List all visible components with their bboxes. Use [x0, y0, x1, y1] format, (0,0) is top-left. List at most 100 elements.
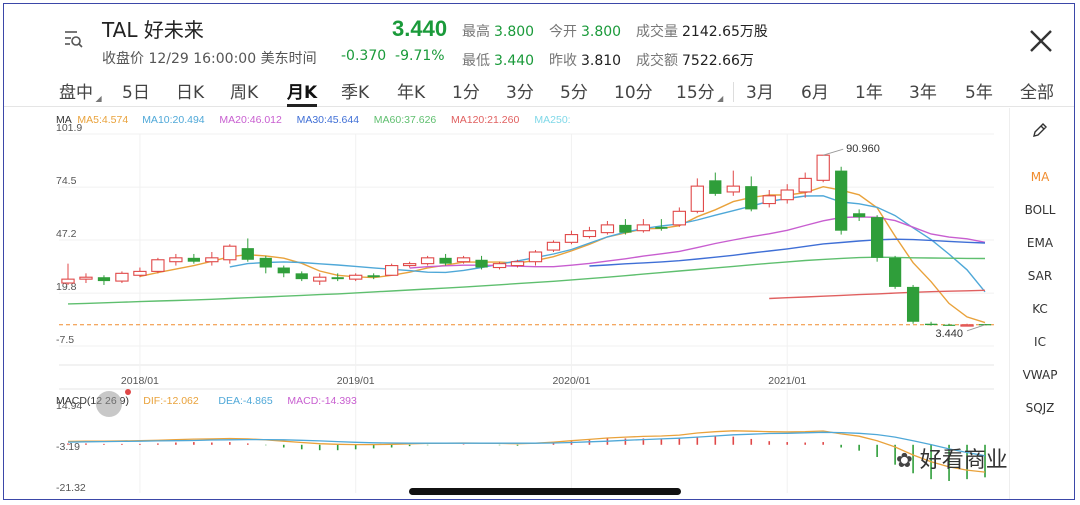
ma-legend-item: MA10:20.494: [142, 114, 205, 126]
candle-body: [619, 224, 632, 233]
candle-body: [636, 224, 651, 232]
macd-dif-line: [67, 430, 986, 473]
candle-body: [402, 263, 417, 267]
candle-body: [151, 259, 165, 272]
candle-body: [853, 213, 866, 218]
indicator-ma[interactable]: MA: [1030, 170, 1050, 184]
tab-4[interactable]: 月K: [287, 78, 318, 107]
tab-label: 3分: [506, 83, 534, 103]
candle-body: [600, 224, 615, 234]
x-tick-label: 2020/01: [552, 375, 590, 387]
candle-body: [439, 257, 452, 264]
indicator-boll[interactable]: BOLL: [1024, 203, 1056, 217]
indicator-sar[interactable]: SAR: [1027, 269, 1053, 283]
stat-label: 最低: [462, 53, 490, 69]
tab-17[interactable]: 全部: [1020, 78, 1054, 103]
candle-body: [924, 323, 938, 326]
close-time: 收盘价 12/29 16:00:00 美东时间: [102, 51, 317, 67]
candle-body: [295, 273, 308, 280]
last-price: 3.440: [392, 16, 448, 41]
dropdown-caret-icon: ◢: [93, 94, 102, 103]
indicator-vwap[interactable]: VWAP: [1022, 368, 1058, 382]
macd-dea-line: [67, 431, 986, 457]
edit-pencil-icon[interactable]: [1030, 120, 1050, 140]
candle-body: [690, 185, 704, 212]
tab-label: 1年: [855, 83, 883, 103]
ma-line-ma120: [769, 289, 986, 300]
candle-body: [384, 265, 399, 276]
candle-body: [672, 210, 687, 226]
tab-label: 6月: [801, 83, 829, 103]
close-icon[interactable]: [1026, 26, 1056, 56]
candle-body: [888, 257, 902, 287]
tab-8[interactable]: 3分: [506, 78, 534, 103]
candle-body: [475, 259, 488, 268]
tab-1[interactable]: 5日: [122, 78, 150, 103]
candle-body: [726, 185, 740, 193]
stat-label: 成交额: [636, 53, 678, 69]
tab-14[interactable]: 1年: [855, 78, 883, 103]
candle-body: [978, 324, 992, 326]
candle-body: [169, 257, 183, 263]
tab-15[interactable]: 3年: [909, 78, 937, 103]
y-tick-label: -7.5: [56, 334, 74, 346]
tab-label: 年K: [397, 83, 426, 103]
ma-legend-item: MA5:4.574: [77, 114, 128, 126]
change-percent: -9.71%: [395, 48, 445, 64]
price-change: -0.370 -9.71%: [341, 48, 445, 64]
candle-body: [115, 272, 129, 282]
tab-12[interactable]: 3月: [746, 78, 774, 103]
tab-label: 日K: [176, 83, 205, 103]
candle-body: [762, 195, 776, 205]
tab-16[interactable]: 5年: [965, 78, 993, 103]
tab-11[interactable]: 15分 ◢: [676, 78, 723, 103]
ma-line-ma30: [589, 238, 986, 267]
annotation-leader: [966, 324, 986, 332]
search-list-icon[interactable]: [62, 28, 84, 50]
candle-body: [456, 257, 471, 263]
candle-body: [798, 177, 812, 193]
tab-9[interactable]: 5分: [560, 78, 588, 103]
indicator-sqjz[interactable]: SQJZ: [1025, 401, 1055, 415]
candle-body: [745, 186, 758, 210]
watermark-text: 好看商业: [919, 448, 1008, 473]
wechat-icon: ✿: [896, 448, 913, 472]
stat-label: 昨收: [549, 53, 577, 69]
indicator-ic[interactable]: IC: [1034, 335, 1046, 349]
candle-body: [582, 230, 597, 238]
stat-value: 3.440: [494, 53, 535, 69]
tab-13[interactable]: 6月: [801, 78, 829, 103]
stat-value: 3.810: [581, 53, 622, 69]
ma-line-ma5: [139, 185, 986, 324]
tab-label: 1分: [452, 83, 480, 103]
tab-10[interactable]: 10分: [614, 78, 653, 103]
y-tick-label: 47.2: [56, 228, 77, 240]
ma-legend-item: MA30:45.644: [297, 114, 360, 126]
add-indicator-button: [96, 391, 122, 417]
tab-2[interactable]: 日K: [176, 78, 204, 103]
indicator-kc[interactable]: KC: [1032, 302, 1048, 316]
tab-label: 10分: [614, 83, 653, 103]
tab-0[interactable]: 盘中 ◢: [59, 78, 102, 103]
candle-body: [528, 251, 543, 263]
macd-legend-item: DEA:-4.865: [218, 395, 272, 407]
candle-body: [223, 245, 237, 261]
home-indicator[interactable]: [409, 488, 681, 495]
tab-5[interactable]: 季K: [341, 78, 369, 103]
change-value: -0.370: [341, 48, 387, 64]
ma-line-ma60: [67, 256, 986, 305]
tab-label: 月K: [287, 83, 318, 103]
candle-body: [61, 278, 75, 284]
tab-7[interactable]: 1分: [452, 78, 480, 103]
quote-stat: 今开 3.800: [549, 21, 621, 41]
tab-6[interactable]: 年K: [397, 78, 425, 103]
tab-3[interactable]: 周K: [230, 78, 258, 103]
candle-body: [331, 277, 344, 280]
tab-label: 5年: [965, 83, 993, 103]
indicator-ema[interactable]: EMA: [1026, 236, 1054, 250]
candle-body: [420, 257, 435, 265]
y-tick-label: 74.5: [56, 175, 77, 187]
y-tick-label: 101.9: [56, 122, 82, 134]
stat-label: 今开: [549, 24, 577, 40]
stat-value: 3.800: [494, 24, 535, 40]
